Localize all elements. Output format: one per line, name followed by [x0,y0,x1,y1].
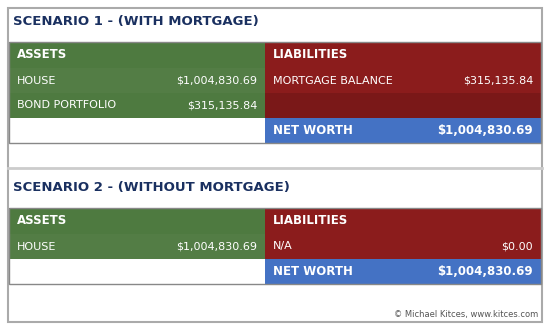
Text: © Michael Kitces, www.kitces.com: © Michael Kitces, www.kitces.com [394,310,538,318]
Text: $0.00: $0.00 [502,242,533,251]
Bar [9,234,265,259]
Text: SCENARIO 2 - (WITHOUT MORTGAGE): SCENARIO 2 - (WITHOUT MORTGAGE) [13,182,290,194]
Text: LIABILITIES: LIABILITIES [273,214,348,227]
Bar [265,93,541,118]
Bar [9,68,265,93]
Text: $1,004,830.69: $1,004,830.69 [437,265,533,278]
Text: LIABILITIES: LIABILITIES [273,49,348,61]
Text: N/A: N/A [273,242,293,251]
Text: ASSETS: ASSETS [17,214,67,227]
Bar [9,93,265,118]
Text: SCENARIO 1 - (WITH MORTGAGE): SCENARIO 1 - (WITH MORTGAGE) [13,16,258,28]
Text: HOUSE: HOUSE [17,76,56,85]
Text: $1,004,830.69: $1,004,830.69 [176,242,257,251]
Text: $1,004,830.69: $1,004,830.69 [176,76,257,85]
Text: ASSETS: ASSETS [17,49,67,61]
Bar [9,42,265,68]
Bar [265,42,541,68]
Bar [9,208,265,234]
Bar [9,42,541,143]
Text: MORTGAGE BALANCE: MORTGAGE BALANCE [273,76,393,85]
Text: NET WORTH: NET WORTH [273,265,353,278]
Bar [265,118,541,143]
Text: HOUSE: HOUSE [17,242,56,251]
Bar [265,208,541,234]
Text: $315,135.84: $315,135.84 [463,76,533,85]
Text: $1,004,830.69: $1,004,830.69 [437,124,533,137]
Bar [265,68,541,93]
Bar [265,259,541,284]
Text: BOND PORTFOLIO: BOND PORTFOLIO [17,101,116,111]
Text: $315,135.84: $315,135.84 [186,101,257,111]
Bar [265,234,541,259]
Bar [9,208,541,284]
Text: NET WORTH: NET WORTH [273,124,353,137]
